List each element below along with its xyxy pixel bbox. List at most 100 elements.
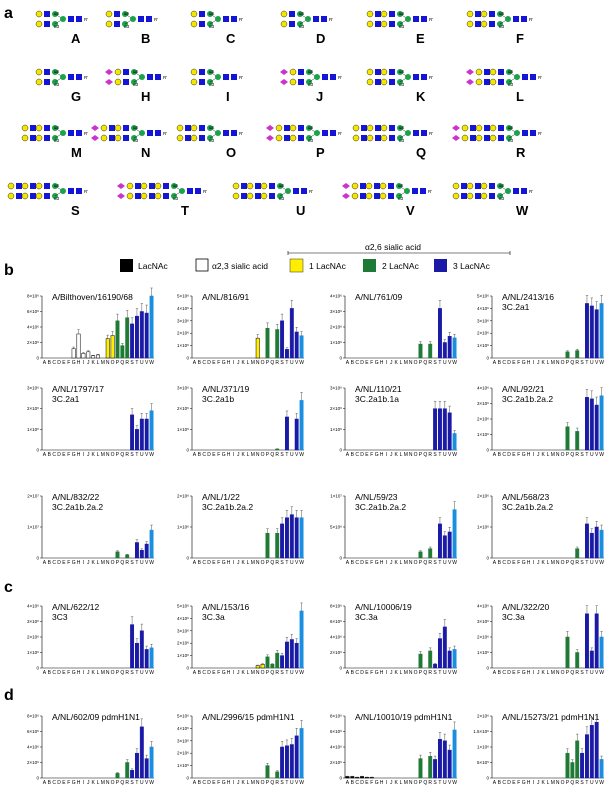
chart-subtitle: 3C3 bbox=[52, 612, 68, 622]
glycan-K: R' α6 α3 K bbox=[366, 68, 433, 104]
legend-label-2lacnac: 2 LacNAc bbox=[382, 261, 420, 271]
chart-grid: 0 2×10⁶ 4×10⁶ 6×10⁶ 8×10⁶ A/Bilthoven/16190/6… bbox=[27, 287, 604, 786]
bar-V bbox=[447, 412, 452, 451]
x-tick-label-R: R bbox=[428, 360, 432, 366]
x-tick-label-G: G bbox=[375, 452, 379, 458]
glycan-J: R' α6 α3J bbox=[280, 68, 342, 104]
bar-T bbox=[585, 613, 589, 669]
x-tick-label-J: J bbox=[87, 452, 90, 458]
x-tick-label-O: O bbox=[561, 360, 565, 366]
glycan-letter-C: C bbox=[226, 31, 236, 46]
alpha3-label: α3 bbox=[499, 24, 505, 29]
glcnac-icon bbox=[498, 135, 504, 141]
panel-label-c: c bbox=[4, 579, 13, 596]
galactose-icon bbox=[35, 68, 43, 76]
y-tick-label: 1×10⁶ bbox=[477, 650, 489, 655]
y-tick-label: 0 bbox=[186, 666, 189, 671]
x-tick-label-G: G bbox=[72, 360, 76, 366]
glycan-letter-E: E bbox=[416, 31, 425, 46]
x-tick-label-J: J bbox=[390, 560, 393, 566]
core-mannose-icon bbox=[215, 74, 221, 80]
chart-d4: 0 5×10⁵ 1×10⁶ 1.5×10⁶ 2×10⁶ A/NL/15273/21 pdm… bbox=[473, 712, 604, 786]
x-tick-label-T: T bbox=[585, 670, 588, 676]
galactose-icon bbox=[114, 124, 122, 132]
glcnac-icon bbox=[470, 135, 476, 141]
y-tick-label: 3×10⁶ bbox=[177, 318, 189, 323]
x-tick-label-E: E bbox=[512, 560, 516, 566]
x-tick-label-A: A bbox=[43, 560, 47, 566]
x-tick-label-M: M bbox=[551, 780, 555, 786]
x-tick-label-E: E bbox=[62, 780, 66, 786]
x-tick-label-Q: Q bbox=[570, 780, 574, 786]
galactose-icon bbox=[289, 68, 297, 76]
galactose-icon bbox=[366, 134, 374, 142]
glcnac-icon bbox=[375, 79, 381, 85]
alpha6-label: α6 bbox=[54, 11, 60, 16]
x-tick-label-F: F bbox=[217, 670, 220, 676]
x-tick-label-H: H bbox=[527, 360, 531, 366]
glcnac-icon bbox=[30, 125, 36, 131]
bar-R bbox=[125, 317, 130, 359]
y-tick-label: 2×10⁶ bbox=[330, 325, 342, 330]
x-tick-label-T: T bbox=[135, 780, 138, 786]
x-tick-label-G: G bbox=[375, 560, 379, 566]
galactose-icon bbox=[35, 192, 43, 200]
glcnac-icon bbox=[413, 74, 419, 80]
glcnac-icon bbox=[187, 188, 193, 194]
galactose-icon bbox=[21, 134, 29, 142]
chart-title: A/NL/322/20 bbox=[502, 602, 550, 612]
glycan-M: R' α6 α3 M bbox=[21, 124, 88, 160]
x-tick-label-A: A bbox=[346, 360, 350, 366]
galactose-icon bbox=[366, 68, 374, 76]
y-tick-label: 3×10⁶ bbox=[477, 619, 489, 624]
x-tick-label-E: E bbox=[212, 780, 216, 786]
y-tick-label: 0 bbox=[36, 448, 39, 453]
chart-b1: 0 2×10⁶ 4×10⁶ 6×10⁶ 8×10⁶ A/Bilthoven/16190/6… bbox=[27, 287, 154, 366]
glcnac-icon bbox=[489, 11, 495, 17]
glcnac-icon bbox=[146, 16, 152, 22]
bar-H bbox=[76, 333, 81, 359]
x-tick-label-G: G bbox=[222, 780, 226, 786]
core-mannose-icon bbox=[215, 130, 221, 136]
x-tick-label-G: G bbox=[375, 780, 379, 786]
glcnac-icon bbox=[241, 183, 247, 189]
y-tick-label: 2×10⁶ bbox=[477, 331, 489, 336]
chart-subtitle: 3C.2a1b.2a.2 bbox=[502, 394, 553, 404]
x-tick-label-L: L bbox=[247, 560, 250, 566]
glycan-N: R' α6 α3N bbox=[91, 124, 167, 160]
sialic-acid-icon bbox=[280, 79, 288, 85]
x-tick-label-A: A bbox=[193, 670, 197, 676]
x-tick-label-V: V bbox=[145, 360, 149, 366]
glcnac-icon bbox=[231, 74, 237, 80]
x-tick-label-G: G bbox=[522, 780, 526, 786]
x-tick-label-R: R bbox=[575, 780, 579, 786]
sialic-acid-icon bbox=[105, 69, 113, 75]
galactose-icon bbox=[176, 134, 184, 142]
glcnac-icon bbox=[313, 16, 319, 22]
bar-T bbox=[285, 416, 289, 451]
bar-V bbox=[144, 543, 149, 559]
y-tick-label: 2×10⁶ bbox=[330, 760, 342, 765]
x-tick-label-I: I bbox=[533, 452, 534, 458]
x-tick-label-E: E bbox=[365, 560, 369, 566]
alpha6-label: α6 bbox=[124, 11, 130, 16]
glcnac-icon bbox=[289, 21, 295, 27]
sialic-acid-icon bbox=[342, 193, 350, 199]
core-mannose-icon bbox=[139, 74, 145, 80]
x-tick-label-O: O bbox=[261, 780, 265, 786]
x-tick-label-R: R bbox=[125, 360, 129, 366]
y-tick-label: 0 bbox=[339, 776, 342, 781]
x-tick-label-J: J bbox=[87, 670, 90, 676]
bar-V bbox=[294, 331, 299, 359]
galactose-icon bbox=[35, 134, 43, 142]
x-tick-label-K: K bbox=[541, 560, 545, 566]
y-tick-label: 1×10⁶ bbox=[177, 653, 189, 658]
x-tick-label-M: M bbox=[101, 780, 105, 786]
sialic-acid-icon bbox=[91, 125, 99, 131]
glcnac-icon bbox=[374, 193, 380, 199]
x-tick-label-E: E bbox=[62, 360, 66, 366]
x-tick-label-T: T bbox=[585, 780, 588, 786]
bar-T bbox=[285, 641, 289, 669]
x-tick-label-E: E bbox=[512, 670, 516, 676]
x-tick-label-V: V bbox=[295, 560, 299, 566]
